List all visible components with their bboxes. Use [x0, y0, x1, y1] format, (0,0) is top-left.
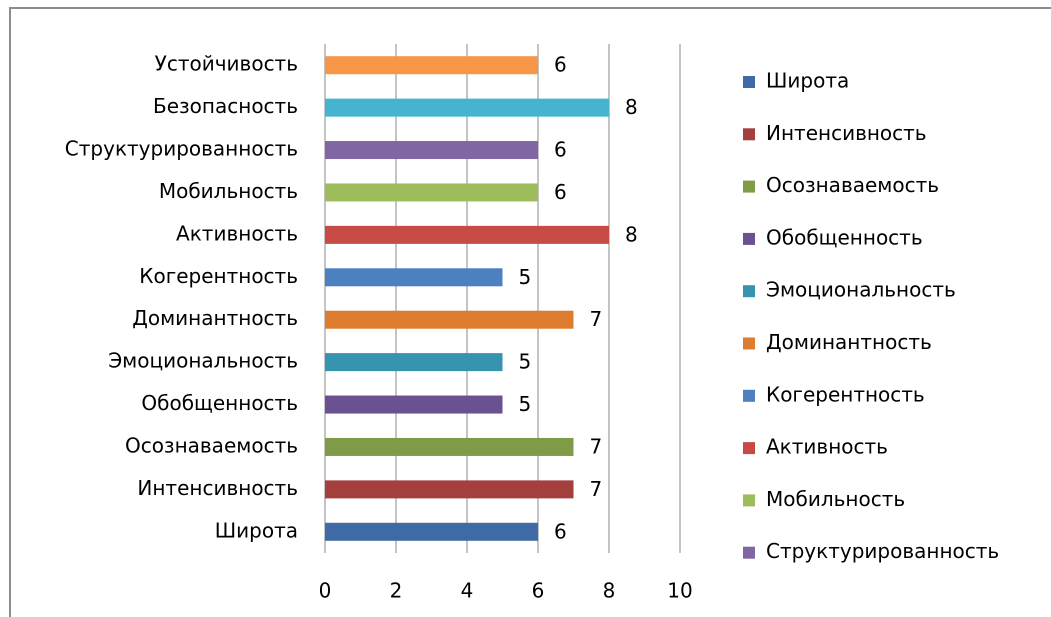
y-tick-label: Интенсивность — [137, 476, 298, 500]
value-label: 6 — [554, 180, 567, 204]
y-tick-label: Активность — [176, 221, 298, 245]
legend-label: Активность — [766, 435, 888, 459]
legend-swatch — [743, 442, 755, 455]
y-tick-label: Безопасность — [153, 94, 298, 118]
bar — [325, 480, 574, 499]
value-label: 5 — [519, 265, 532, 289]
legend-label: Структурированность — [766, 539, 999, 563]
x-tick-label: 0 — [319, 579, 332, 603]
legend-swatch — [743, 128, 755, 141]
y-tick-label: Структурированность — [65, 137, 298, 161]
x-tick-label: 8 — [603, 579, 616, 603]
bar — [325, 310, 574, 329]
legend-swatch — [743, 232, 755, 245]
x-tick-label: 10 — [667, 579, 692, 603]
legend-label: Интенсивность — [766, 121, 927, 145]
value-label: 7 — [590, 477, 603, 501]
legend-label: Эмоциональность — [766, 278, 956, 302]
value-label: 8 — [625, 95, 638, 119]
bar — [325, 183, 538, 202]
y-tick-label: Широта — [215, 518, 298, 542]
legend-label: Обобщенность — [766, 225, 923, 249]
x-tick-label: 2 — [390, 579, 403, 603]
value-label: 7 — [590, 434, 603, 458]
legend-label: Мобильность — [766, 487, 905, 511]
value-label: 8 — [625, 222, 638, 246]
y-tick-label: Мобильность — [159, 179, 298, 203]
y-tick-label: Доминантность — [132, 306, 298, 330]
value-label: 5 — [519, 350, 532, 374]
bar — [325, 141, 538, 160]
bar — [325, 353, 503, 372]
legend-swatch — [743, 285, 755, 298]
value-label: 5 — [519, 392, 532, 416]
legend-swatch — [743, 389, 755, 402]
bar — [325, 395, 503, 414]
y-tick-label: Обобщенность — [141, 391, 298, 415]
y-tick-label: Осознаваемость — [125, 433, 298, 457]
bar — [325, 56, 538, 75]
legend-swatch — [743, 546, 755, 559]
y-tick-label: Когерентность — [139, 264, 298, 288]
value-label: 6 — [554, 519, 567, 543]
legend-label: Широта — [766, 69, 849, 93]
legend-swatch — [743, 337, 755, 350]
value-label: 6 — [554, 53, 567, 77]
bar — [325, 225, 609, 244]
legend-label: Осознаваемость — [766, 173, 939, 197]
bar — [325, 98, 609, 117]
y-tick-label: Эмоциональность — [108, 349, 298, 373]
legend-label: Доминантность — [766, 330, 932, 354]
value-label: 6 — [554, 138, 567, 162]
bar — [325, 268, 503, 287]
bar — [325, 437, 574, 456]
x-tick-label: 4 — [461, 579, 474, 603]
legend-swatch — [743, 76, 755, 88]
legend-swatch — [743, 494, 755, 507]
legend-swatch — [743, 180, 755, 193]
y-tick-label: Устойчивость — [155, 52, 298, 76]
x-tick-label: 6 — [532, 579, 545, 603]
value-label: 7 — [590, 307, 603, 331]
bar — [325, 522, 538, 541]
legend-label: Когерентность — [766, 382, 925, 406]
